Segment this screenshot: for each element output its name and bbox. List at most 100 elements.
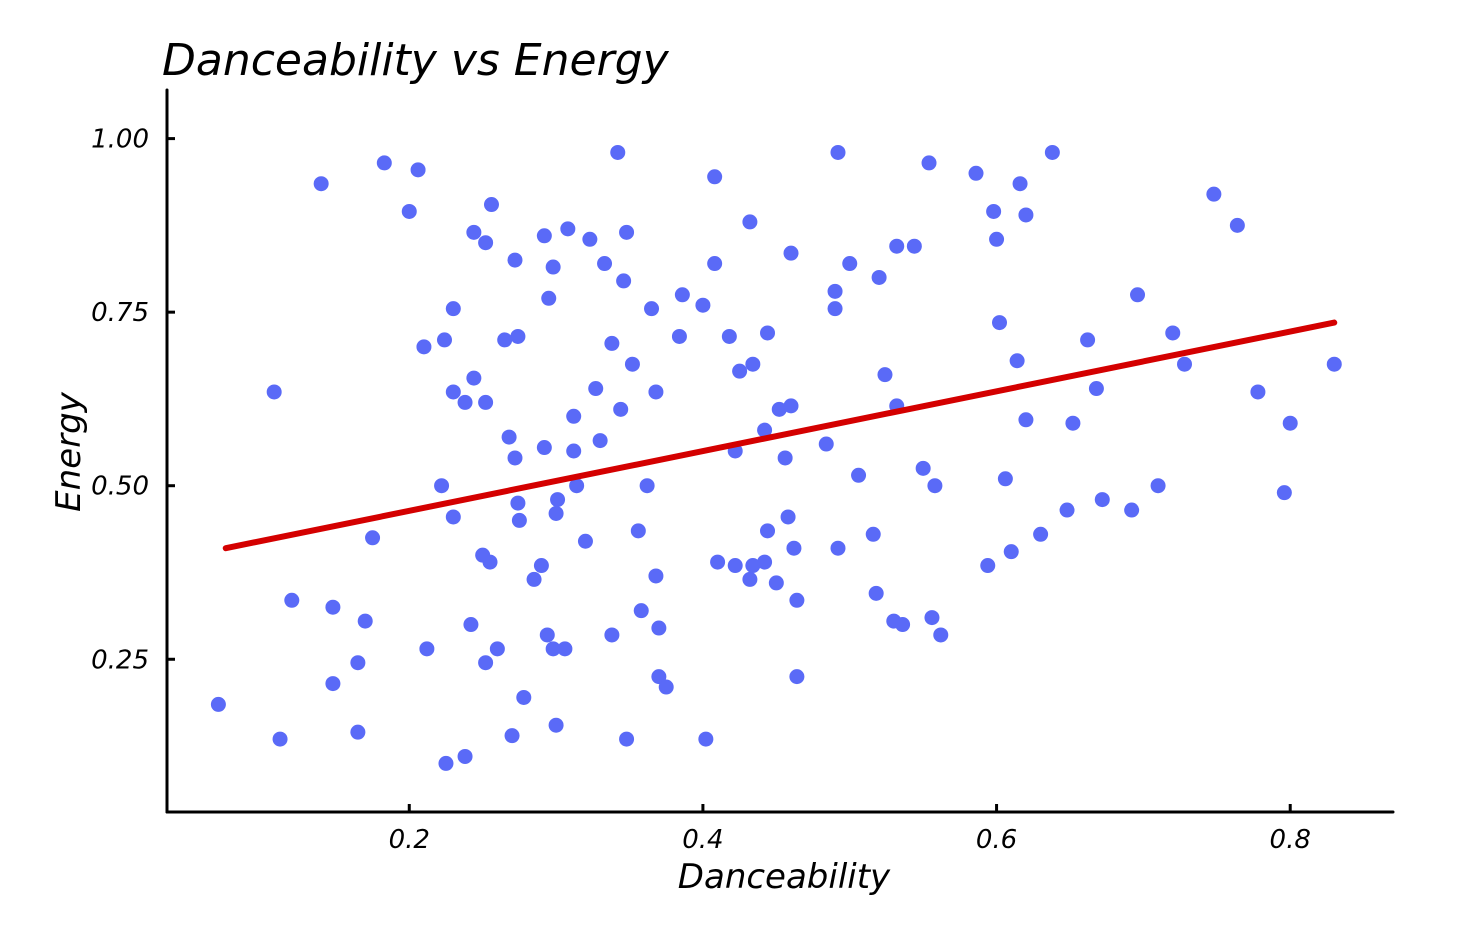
- data-point: [566, 408, 582, 424]
- data-point: [630, 523, 646, 539]
- data-point: [997, 471, 1013, 487]
- data-point: [613, 401, 629, 417]
- data-point: [1282, 415, 1298, 431]
- axes: [165, 88, 1395, 814]
- y-axis-label: Energy: [49, 391, 89, 512]
- data-point: [865, 526, 881, 542]
- data-point: [445, 384, 461, 400]
- data-point: [648, 568, 664, 584]
- data-point: [457, 394, 473, 410]
- data-point: [1177, 356, 1193, 372]
- data-point: [651, 669, 667, 685]
- data-point: [272, 731, 288, 747]
- data-point: [577, 533, 593, 549]
- data-point: [604, 627, 620, 643]
- data-point: [592, 433, 608, 449]
- data-point: [871, 269, 887, 285]
- data-point: [478, 655, 494, 671]
- data-point: [980, 558, 996, 574]
- data-points: [210, 144, 1342, 771]
- data-point: [933, 627, 949, 643]
- data-point: [707, 256, 723, 272]
- data-point: [419, 641, 435, 657]
- data-point: [457, 748, 473, 764]
- data-point: [610, 144, 626, 160]
- data-point: [548, 717, 564, 733]
- data-point: [895, 617, 911, 633]
- data-point: [1088, 381, 1104, 397]
- data-point: [989, 231, 1005, 247]
- data-point: [1150, 478, 1166, 494]
- data-point: [644, 301, 660, 317]
- data-point: [921, 155, 937, 171]
- y-tick-label: 0.75: [91, 298, 149, 328]
- data-point: [478, 394, 494, 410]
- data-point: [1044, 144, 1060, 160]
- data-point: [1018, 412, 1034, 428]
- data-point: [325, 599, 341, 615]
- data-point: [478, 235, 494, 251]
- data-point: [501, 429, 517, 445]
- data-point: [325, 676, 341, 692]
- data-point: [1018, 207, 1034, 223]
- data-point: [616, 273, 632, 289]
- data-point: [757, 554, 773, 570]
- data-point: [783, 398, 799, 414]
- y-tick-label: 1.00: [91, 125, 149, 155]
- trend-line: [222, 319, 1338, 552]
- data-point: [510, 495, 526, 511]
- data-point: [350, 724, 366, 740]
- data-point: [619, 224, 635, 240]
- data-point: [851, 467, 867, 483]
- data-point: [698, 731, 714, 747]
- data-point: [658, 679, 674, 695]
- data-point: [742, 214, 758, 230]
- data-point: [639, 478, 655, 494]
- data-point: [1003, 544, 1019, 560]
- data-point: [1276, 485, 1292, 501]
- data-point: [721, 328, 737, 344]
- data-point: [1206, 186, 1222, 202]
- data-point: [560, 221, 576, 237]
- data-point: [539, 627, 555, 643]
- data-point: [466, 370, 482, 386]
- data-point: [830, 144, 846, 160]
- data-point: [483, 197, 499, 213]
- data-point: [376, 155, 392, 171]
- data-point: [827, 301, 843, 317]
- data-point: [842, 256, 858, 272]
- data-point: [1012, 176, 1028, 192]
- data-point: [1080, 332, 1096, 348]
- data-point: [497, 332, 513, 348]
- x-tick-label: 0.2: [389, 825, 430, 855]
- data-point: [768, 575, 784, 591]
- data-point: [633, 603, 649, 619]
- data-point: [1250, 384, 1266, 400]
- data-point: [507, 450, 523, 466]
- data-point: [674, 287, 690, 303]
- data-point: [695, 297, 711, 313]
- x-tick-label: 0.8: [1270, 825, 1311, 855]
- data-point: [266, 384, 282, 400]
- data-point: [463, 617, 479, 633]
- data-point: [526, 571, 542, 587]
- data-point: [1130, 287, 1146, 303]
- data-point: [437, 332, 453, 348]
- data-point: [619, 731, 635, 747]
- data-point: [1033, 526, 1049, 542]
- data-point: [789, 592, 805, 608]
- data-point: [350, 655, 366, 671]
- data-point: [597, 256, 613, 272]
- data-point: [604, 335, 620, 351]
- data-point: [545, 641, 561, 657]
- data-point: [357, 613, 373, 629]
- data-point: [482, 554, 498, 570]
- data-point: [1009, 353, 1025, 369]
- data-point: [827, 283, 843, 299]
- data-point: [760, 523, 776, 539]
- data-point: [889, 238, 905, 254]
- data-point: [548, 505, 564, 521]
- x-tick-label: 0.6: [976, 825, 1017, 855]
- data-point: [707, 169, 723, 185]
- y-tick-label: 0.50: [91, 472, 149, 502]
